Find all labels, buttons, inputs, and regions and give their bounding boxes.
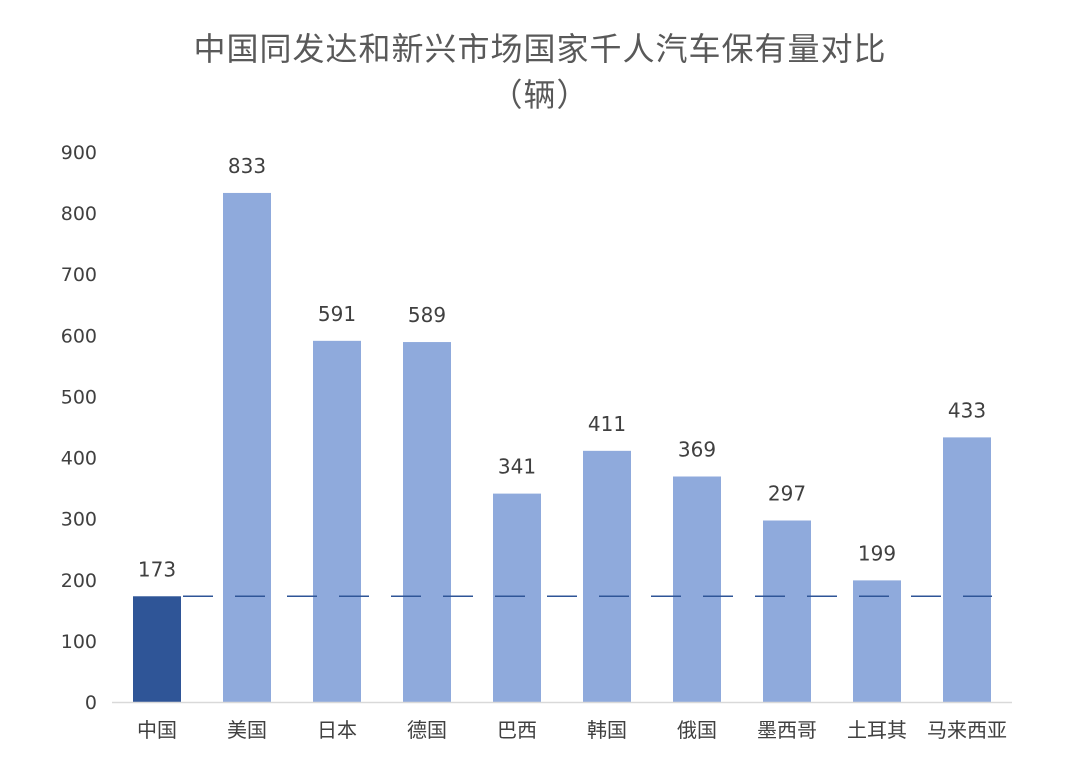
bar-德国 — [403, 342, 451, 702]
y-tick-label: 600 — [61, 325, 97, 347]
data-label: 341 — [498, 455, 536, 479]
bar-美国 — [223, 192, 271, 702]
category-label: 墨西哥 — [757, 718, 817, 742]
y-tick-label: 700 — [61, 264, 97, 286]
bar-series — [133, 192, 991, 702]
y-tick-label: 0 — [85, 692, 97, 714]
data-label: 369 — [678, 438, 716, 462]
data-label: 297 — [768, 482, 806, 506]
data-label: 591 — [318, 302, 356, 326]
bar-中国 — [133, 596, 181, 702]
chart-subtitle: （辆） — [490, 76, 590, 114]
y-tick-label: 400 — [61, 448, 97, 470]
bar-墨西哥 — [763, 520, 811, 702]
y-tick-label: 300 — [61, 509, 97, 531]
chart-title-block: 中国同发达和新兴市场国家千人汽车保有量对比 （辆） — [0, 26, 1080, 118]
y-axis: 0 100 200 300 400 500 600 700 800 900 — [61, 142, 97, 714]
chart-title: 中国同发达和新兴市场国家千人汽车保有量对比 — [193, 30, 887, 68]
category-label: 马来西亚 — [927, 718, 1007, 742]
bar-韩国 — [583, 450, 631, 702]
bar-日本 — [313, 340, 361, 702]
data-label: 433 — [948, 398, 986, 422]
bar-土耳其 — [853, 580, 901, 702]
category-label: 德国 — [407, 718, 447, 742]
category-label: 日本 — [317, 718, 357, 742]
y-tick-label: 500 — [61, 386, 97, 408]
y-tick-label: 100 — [61, 631, 97, 653]
data-label: 589 — [408, 303, 446, 327]
data-label: 173 — [138, 557, 176, 581]
category-label: 巴西 — [497, 718, 537, 742]
category-label: 中国 — [137, 718, 177, 742]
data-label: 411 — [588, 412, 626, 436]
y-tick-label: 800 — [61, 203, 97, 225]
data-label: 199 — [858, 541, 896, 565]
data-labels: 173 833 591 589 341 411 369 297 199 433 — [138, 154, 986, 581]
data-label: 833 — [228, 154, 266, 178]
y-tick-label: 200 — [61, 570, 97, 592]
bar-马来西亚 — [943, 437, 991, 702]
category-labels: 中国 美国 日本 德国 巴西 韩国 俄国 墨西哥 土耳其 马来西亚 — [137, 718, 1007, 742]
category-label: 土耳其 — [847, 718, 907, 742]
category-label: 美国 — [227, 718, 267, 742]
bar-俄国 — [673, 476, 721, 702]
category-label: 韩国 — [587, 718, 627, 742]
bar-巴西 — [493, 493, 541, 702]
y-tick-label: 900 — [61, 142, 97, 164]
category-label: 俄国 — [677, 718, 717, 742]
